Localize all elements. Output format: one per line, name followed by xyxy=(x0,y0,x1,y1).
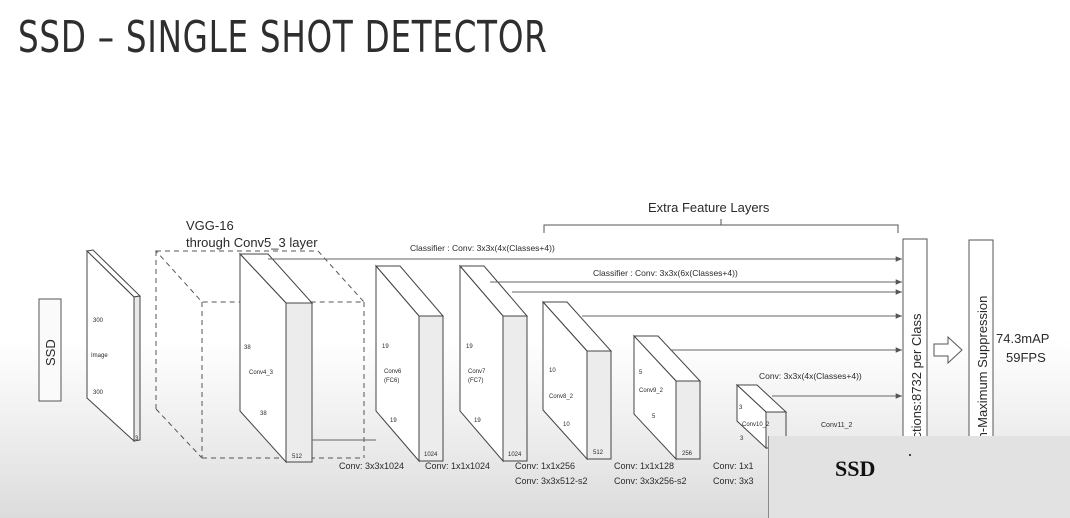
result-map: 74.3mAP xyxy=(996,331,1049,346)
conv-labels: Conv: 3x3x1024 Conv: 1x1x1024 Conv: 1x1x… xyxy=(339,461,754,486)
conv7-name2: (FC7) xyxy=(468,378,483,384)
conv6-size-bottom: 19 xyxy=(390,418,397,424)
conv10-2-size-bottom: 3 xyxy=(740,436,744,442)
conv8-2-name: Conv8_2 xyxy=(549,394,574,400)
image-name: Image xyxy=(91,353,108,359)
conv6-block: 19 Conv6 (FC6) 19 1024 xyxy=(374,264,445,463)
conv4-3-size-top: 38 xyxy=(244,345,251,351)
nms-label: Non-Maximum Suppression xyxy=(975,296,990,456)
conv8-2-size-top: 10 xyxy=(549,368,556,374)
detections-bar: Detections:8732 per Class xyxy=(902,238,928,466)
conv-label-r1-1: Conv: 1x1x1024 xyxy=(425,461,490,471)
nms-arrow xyxy=(933,335,963,365)
conv-label-row2: Conv: 3x3x512-s2 Conv: 3x3x256-s2 Conv: … xyxy=(515,476,754,486)
conv-label-r1-4: Conv: 1x1 xyxy=(713,461,754,471)
extra-layers-bracket xyxy=(543,219,899,233)
conv4-3-depth: 512 xyxy=(292,454,303,460)
conv7-size-bottom: 19 xyxy=(474,418,481,424)
input-box: SSD xyxy=(38,298,62,402)
conv-label-r2-1: Conv: 3x3x256-s2 xyxy=(614,476,687,486)
conv7-block: 19 Conv7 (FC7) 19 1024 xyxy=(458,264,529,463)
caption-dot xyxy=(909,454,911,456)
classifier-label-1: Classifier : Conv: 3x3x(4x(Classes+4)) xyxy=(410,243,555,253)
conv8-2-block: 10 Conv8_2 10 512 xyxy=(541,300,613,461)
conv7-depth: 1024 xyxy=(508,452,522,458)
slide-title: SSD – SINGLE SHOT DETECTOR xyxy=(18,12,548,63)
classifier-arrows xyxy=(268,256,902,399)
input-label: SSD xyxy=(43,339,58,366)
caption-box: SSD xyxy=(768,436,1070,518)
conv9-2-size-bottom: 5 xyxy=(652,414,656,420)
vgg-label-line1: VGG-16 xyxy=(186,218,234,233)
conv6-name2: (FC6) xyxy=(384,378,399,384)
conv7-name: Conv7 xyxy=(468,369,486,375)
conv4-3-size-bottom: 38 xyxy=(260,411,267,417)
conv8-2-size-bottom: 10 xyxy=(563,422,570,428)
image-depth: 3 xyxy=(135,436,139,442)
conv-label-r1-0: Conv: 3x3x1024 xyxy=(339,461,404,471)
conv-label-r2-2: Conv: 3x3 xyxy=(713,476,754,486)
conv6-name: Conv6 xyxy=(384,369,402,375)
conv7-size-top: 19 xyxy=(466,344,473,350)
vgg-label-line2: through Conv5_3 layer xyxy=(186,235,318,250)
conv4-3-block: 38 Conv4_3 38 512 xyxy=(238,252,314,464)
conv-label-r1-2: Conv: 1x1x256 xyxy=(515,461,575,471)
conv-label-r1-3: Conv: 1x1x128 xyxy=(614,461,674,471)
result-fps: 59FPS xyxy=(1006,350,1046,365)
classifier-label-2: Classifier : Conv: 3x3x(6x(Classes+4)) xyxy=(593,268,738,278)
conv9-2-block: 5 Conv9_2 5 256 xyxy=(632,334,702,461)
extra-layers-label: Extra Feature Layers xyxy=(648,200,770,215)
conv-label-r2-0: Conv: 3x3x512-s2 xyxy=(515,476,588,486)
conv8-2-depth: 512 xyxy=(593,450,604,456)
conv11-2-name: Conv11_2 xyxy=(821,422,853,429)
classifier-label-3: Conv: 3x3x(4x(Classes+4)) xyxy=(759,371,862,381)
conv9-2-depth: 256 xyxy=(682,451,693,457)
nms-bar: Non-Maximum Suppression xyxy=(968,239,994,456)
image-size-top: 300 xyxy=(93,318,104,324)
conv10-2-size-top: 3 xyxy=(739,405,743,411)
image-block: 300 Image 300 3 xyxy=(85,249,142,443)
caption-text: SSD xyxy=(835,456,876,481)
conv9-2-size-top: 5 xyxy=(639,370,643,376)
conv6-depth: 1024 xyxy=(424,452,438,458)
conv9-2-name: Conv9_2 xyxy=(639,388,664,394)
image-size-bottom: 300 xyxy=(93,390,104,396)
conv4-3-name: Conv4_3 xyxy=(249,370,274,376)
conv10-2-name: Conv10_2 xyxy=(742,422,770,428)
conv6-size-top: 19 xyxy=(382,344,389,350)
detections-label: Detections:8732 per Class xyxy=(909,313,924,466)
conv-label-row1: Conv: 3x3x1024 Conv: 1x1x1024 Conv: 1x1x… xyxy=(339,461,754,471)
